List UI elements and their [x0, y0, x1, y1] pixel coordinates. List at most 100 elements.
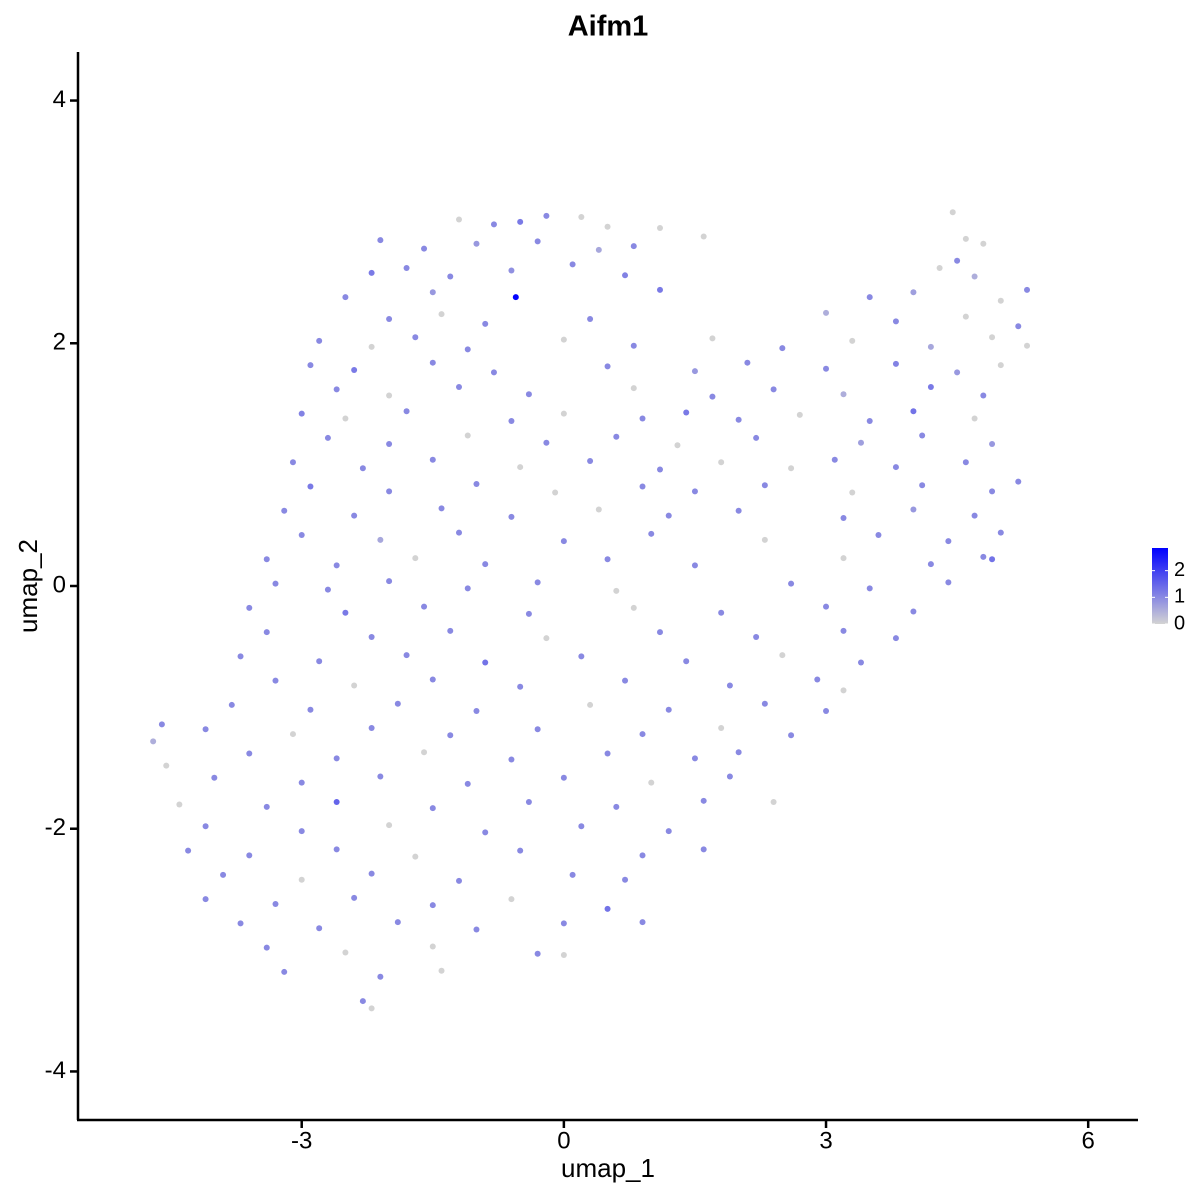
point	[517, 218, 524, 225]
point	[421, 245, 428, 252]
point	[517, 464, 524, 471]
point	[324, 434, 331, 441]
point	[779, 345, 786, 352]
x-tick-label: 3	[819, 1127, 832, 1154]
point	[464, 346, 471, 353]
point	[849, 337, 856, 344]
point	[971, 273, 978, 280]
point	[604, 750, 611, 757]
point	[866, 585, 873, 592]
y-tick-label: 0	[53, 571, 66, 598]
point	[857, 659, 864, 666]
point	[473, 240, 480, 247]
point	[735, 749, 742, 756]
point	[788, 580, 795, 587]
point	[534, 726, 541, 733]
point	[342, 949, 349, 956]
point	[272, 580, 279, 587]
x-tick-label: -3	[291, 1127, 312, 1154]
point	[892, 360, 899, 367]
point	[438, 505, 445, 512]
point	[272, 677, 279, 684]
point	[421, 603, 428, 610]
point	[840, 555, 847, 562]
point	[508, 417, 515, 424]
point	[438, 311, 445, 318]
point	[281, 968, 288, 975]
point	[788, 465, 795, 472]
point	[726, 773, 733, 780]
point	[595, 246, 602, 253]
point	[386, 488, 393, 495]
point	[691, 755, 698, 762]
point	[718, 459, 725, 466]
point	[656, 286, 663, 293]
point	[587, 316, 594, 322]
point	[866, 294, 873, 301]
point	[997, 362, 1004, 369]
point	[281, 507, 288, 514]
point	[359, 465, 366, 472]
point	[578, 653, 585, 660]
colorbar-tick-label: 1	[1174, 586, 1185, 608]
point	[333, 799, 340, 806]
point	[595, 506, 602, 513]
point	[796, 411, 803, 418]
point	[508, 756, 515, 763]
point	[482, 561, 489, 568]
point	[333, 755, 340, 762]
point	[412, 853, 419, 860]
point	[508, 513, 515, 520]
point	[263, 803, 270, 810]
point	[980, 553, 987, 560]
y-tick-label: -2	[45, 814, 66, 841]
point	[386, 578, 393, 585]
point	[1024, 342, 1031, 349]
point	[447, 273, 454, 280]
point	[823, 603, 830, 610]
point	[691, 562, 698, 569]
point	[823, 365, 830, 372]
point	[377, 773, 384, 780]
point	[386, 441, 393, 448]
point	[989, 334, 996, 341]
point	[735, 507, 742, 514]
point	[997, 297, 1004, 304]
point	[656, 224, 663, 231]
point	[892, 464, 899, 471]
point	[237, 653, 244, 660]
point	[945, 579, 952, 586]
point	[683, 409, 690, 416]
point	[333, 846, 340, 853]
point	[534, 950, 541, 957]
points	[150, 209, 1031, 1012]
point	[447, 732, 454, 739]
point	[656, 629, 663, 636]
point	[307, 362, 314, 369]
point	[307, 483, 314, 490]
point	[630, 604, 637, 611]
point	[508, 267, 515, 274]
point	[622, 677, 629, 684]
point	[971, 512, 978, 519]
point	[316, 658, 323, 665]
point	[927, 343, 934, 350]
x-tick-label: 6	[1082, 1127, 1095, 1154]
point	[534, 238, 541, 245]
x-axis-label: umap_1	[561, 1153, 655, 1183]
point	[954, 369, 961, 376]
point	[543, 212, 550, 219]
point	[639, 415, 646, 422]
point	[220, 871, 227, 878]
point	[613, 433, 620, 440]
point	[761, 482, 768, 489]
point	[665, 512, 672, 519]
point	[377, 536, 384, 543]
point	[289, 459, 296, 466]
point	[622, 272, 629, 279]
point	[307, 706, 314, 713]
point	[1015, 478, 1022, 485]
point	[228, 701, 235, 708]
colorbar	[1152, 548, 1168, 624]
point	[202, 726, 209, 733]
